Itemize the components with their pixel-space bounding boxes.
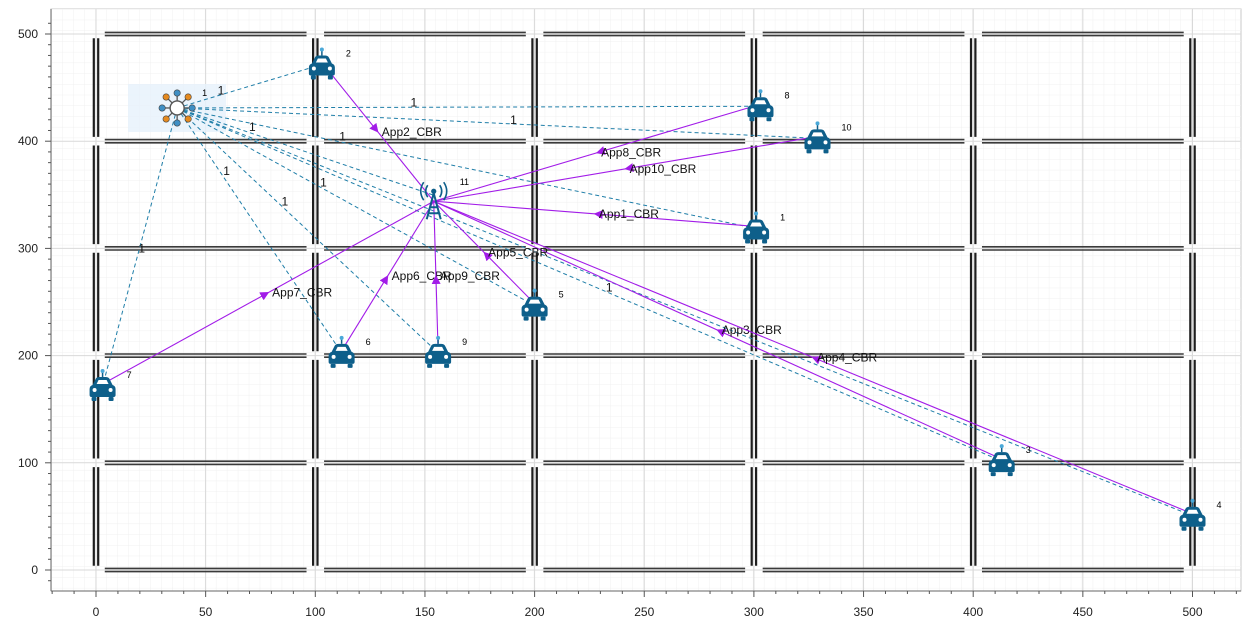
link-weight-label: 1 [282,194,289,208]
vehicle-id-label: 6 [366,337,371,347]
link-weight-label: 1 [410,96,417,110]
tower-tip [431,188,437,194]
x-tick-label: 450 [1073,605,1093,619]
vehicle-id-label: 8 [784,90,789,100]
x-tick-label: 150 [415,605,435,619]
y-tick-label: 100 [18,456,38,470]
wireless-link [177,105,761,109]
vehicle-id-label: 1 [780,212,785,222]
base-station-node[interactable]: 11 [419,177,469,220]
y-axis: 500 400 300 200 100 0 [18,9,52,591]
app-links: App1_CBR App2_CBR App3_CBR App4_CBR App5_CBR… [102,62,1193,515]
y-tick-label: 300 [18,241,38,255]
link-weight-label: 1 [138,242,145,256]
vehicle-id-label: 2 [346,48,351,58]
link-weight-label: 1 [249,120,256,134]
wireless-link [176,107,1193,517]
x-tick-label: 50 [199,605,213,619]
hub-port [162,115,170,123]
vehicle-id-label: 5 [559,290,564,300]
sdn-controller-node[interactable]: 1 [158,88,207,127]
x-tick-label: 400 [963,605,983,619]
link-weight-label: 1 [339,129,346,143]
y-tick-label: 500 [18,27,38,41]
vehicle-id-label: 3 [1026,445,1031,455]
app-link-label: App9_CBR [440,269,500,283]
hub-port [188,104,196,112]
wireless-link [102,107,178,387]
hub-port [173,119,181,127]
x-tick-label: 500 [1182,605,1202,619]
x-tick-label: 300 [744,605,764,619]
x-tick-label: 350 [854,605,874,619]
hub-port [173,89,181,97]
hub-port [158,104,166,112]
major-grid [51,9,1241,591]
app-link-label: App4_CBR [817,350,877,364]
app-link-label: App1_CBR [599,207,659,221]
app-link-label: App8_CBR [601,146,661,160]
hub-port [184,115,192,123]
vehicle-id-label: 10 [841,122,851,132]
x-tick-label: 200 [525,605,545,619]
link-weight-label: 1 [510,113,517,127]
y-tick-label: 200 [18,349,38,363]
link-weight-label: 1 [218,83,225,97]
y-tick-label: 0 [31,563,38,577]
hub-port [184,93,192,101]
cell-tower-icon [419,181,448,220]
wireless-links [102,63,1193,517]
link-weight-label: 1 [606,281,613,295]
app-link-label: App2_CBR [382,125,442,139]
wireless-link [176,107,343,354]
wireless-link [176,107,1002,462]
network-hub-icon [158,89,196,127]
link-weight-label: 1 [223,164,230,178]
y-tick-label: 400 [18,134,38,148]
tower-signal [419,181,448,201]
app-link-label: App5_CBR [488,245,548,259]
x-axis: 0 50 100 150 200 250 300 350 400 450 500 [51,590,1241,619]
vehicle-nodes: 1 2 3 4 5 6 7 8 9 10 [88,46,1222,532]
x-tick-label: 250 [634,605,654,619]
vehicle-id-label: 9 [462,337,467,347]
tower-mast [425,192,442,220]
wireless-link [177,107,818,139]
x-tick-label: 100 [305,605,325,619]
app-link-label: App10_CBR [630,162,697,176]
minor-grid [51,9,1241,591]
link-weight-label: 1 [320,175,327,189]
wireless-link [176,107,434,196]
app-link-label: App3_CBR [722,323,782,337]
base-station-id-label: 11 [460,177,469,187]
hub-core [169,100,185,116]
app-link-label: App7_CBR [272,286,332,300]
vehicle-id-label: 4 [1217,500,1222,510]
vehicle-id-label: 7 [127,370,132,380]
x-tick-label: 0 [93,605,100,619]
wireless-link [177,107,757,229]
wireless-link [176,107,535,307]
hub-port [162,93,170,101]
wireless-link [176,107,439,354]
controller-id-label: 1 [202,88,207,98]
